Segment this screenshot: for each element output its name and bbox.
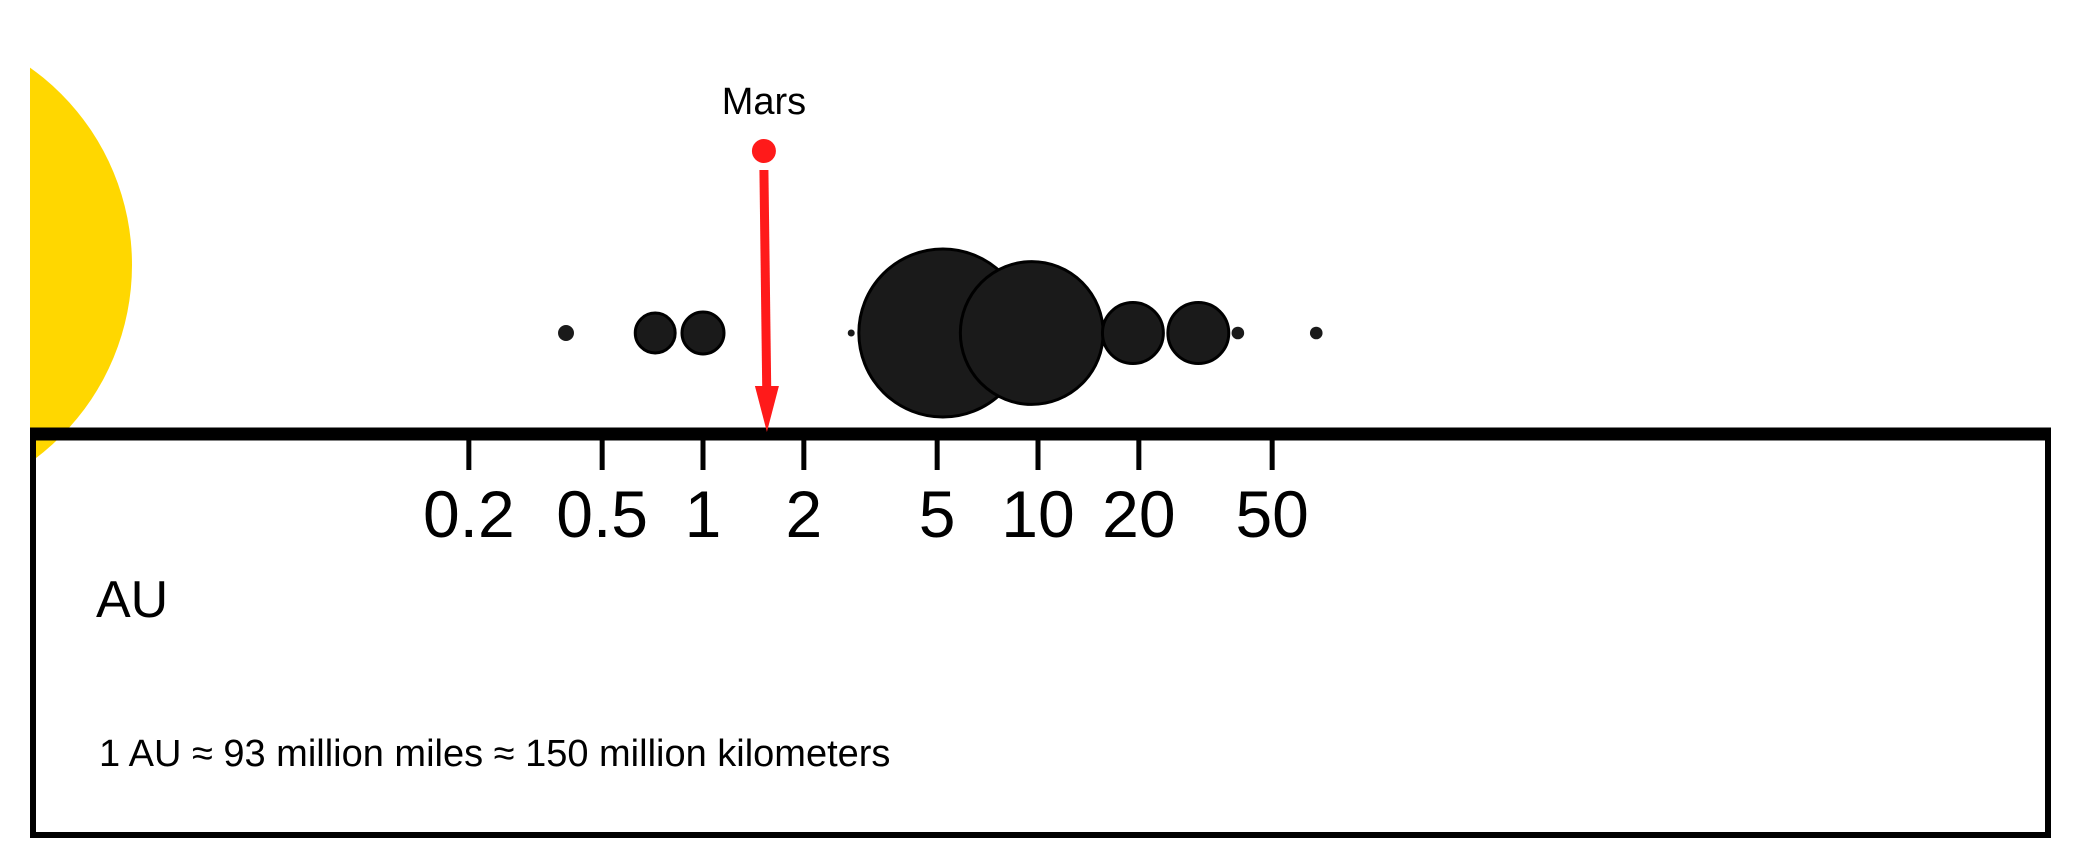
- au-conversion-note: 1 AU ≈ 93 million miles ≈ 150 million ki…: [99, 733, 890, 775]
- earth-marker: [682, 312, 724, 354]
- axis-tick-label: 1: [685, 477, 722, 551]
- neptune-marker: [1168, 303, 1229, 364]
- axis-unit-label: AU: [96, 571, 168, 629]
- venus-marker: [635, 313, 675, 353]
- planet-markers: [558, 249, 1323, 417]
- axis-tick-label: 10: [1001, 477, 1074, 551]
- axis-tick-label: 5: [919, 477, 956, 551]
- axis-tick-label: 0.2: [423, 477, 515, 551]
- eris-marker: [1310, 327, 1323, 340]
- saturn-marker: [960, 262, 1103, 405]
- axis-tick-label: 50: [1235, 477, 1308, 551]
- mars-dot: [752, 139, 776, 163]
- axis-tick-label: 20: [1102, 477, 1175, 551]
- axis-tick-label: 2: [785, 477, 822, 551]
- uranus-marker: [1102, 303, 1163, 364]
- mercury-marker: [558, 325, 574, 341]
- mars-highlight: Mars: [722, 81, 806, 432]
- mars-arrow-head: [755, 386, 779, 432]
- pluto-marker: [1232, 327, 1245, 340]
- mars-arrow-shaft: [764, 170, 767, 404]
- axis-tick-label: 0.5: [556, 477, 648, 551]
- ceres-marker: [848, 330, 855, 337]
- axis-ticks: 0.2 0.5 1 2 5 10 20 50: [423, 438, 1309, 551]
- mars-label: Mars: [722, 81, 806, 123]
